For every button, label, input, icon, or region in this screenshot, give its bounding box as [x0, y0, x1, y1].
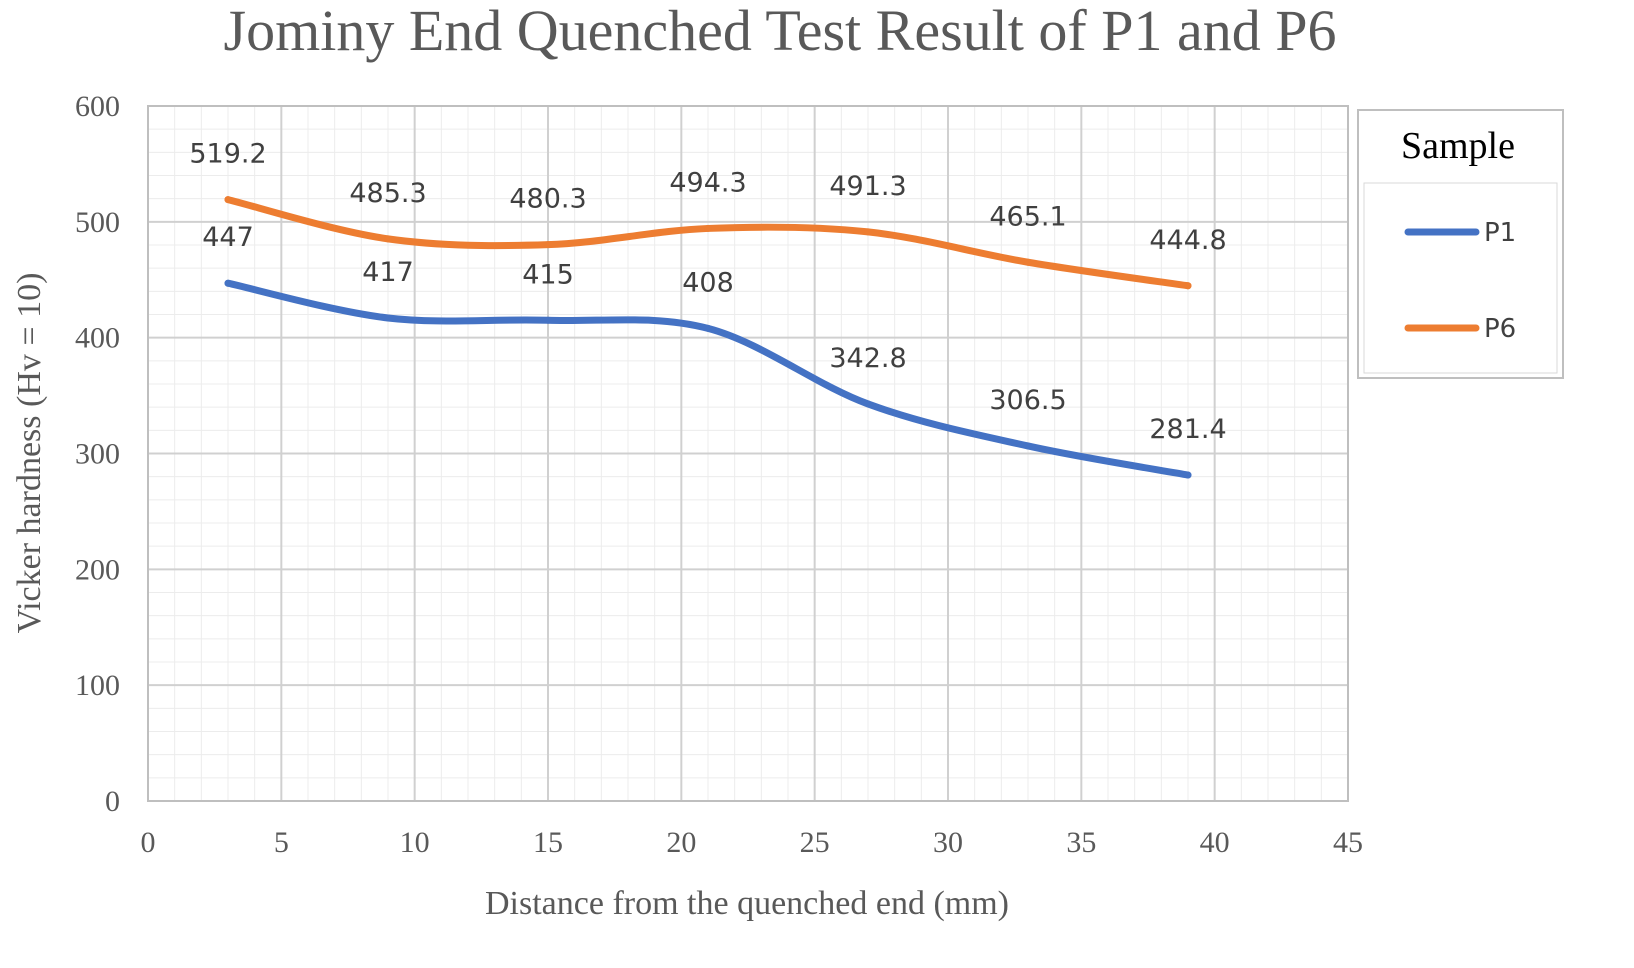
data-point-p6	[704, 224, 712, 232]
chart-title: Jominy End Quenched Test Result of P1 an…	[224, 0, 1337, 63]
data-labels: 447 417 415 408 342.8 306.5 281.4 519.2 485.3 480…	[189, 139, 1226, 445]
x-tick-label: 0	[141, 826, 156, 859]
data-label-p6: 519.2	[189, 139, 266, 170]
y-tick-label: 600	[75, 90, 120, 123]
data-label-p1: 281.4	[1149, 414, 1226, 445]
data-point-p6	[384, 235, 392, 243]
x-tick-label: 40	[1200, 826, 1230, 859]
y-tick-label: 300	[75, 438, 120, 471]
x-tick-label: 10	[400, 826, 430, 859]
x-tick-label: 5	[274, 826, 289, 859]
data-point-p6	[1024, 258, 1032, 266]
data-label-p1: 415	[522, 259, 574, 290]
data-label-p1: 306.5	[989, 385, 1066, 416]
data-point-p6	[224, 196, 232, 204]
y-tick-label: 200	[75, 553, 120, 586]
x-axis-title: Distance from the quenched end (mm)	[485, 885, 1009, 922]
data-label-p6: 491.3	[829, 171, 906, 202]
data-point-p1	[1184, 471, 1192, 479]
plot-area-frame	[147, 105, 1349, 802]
data-label-p1: 447	[202, 222, 254, 253]
data-label-p6: 494.3	[669, 167, 746, 198]
data-point-p6	[864, 228, 872, 236]
legend-label-p1: P1	[1484, 218, 1516, 248]
data-label-p6: 444.8	[1149, 225, 1226, 256]
data-point-p1	[704, 324, 712, 332]
y-axis-title: Vicker hardness (Hv = 10)	[11, 273, 48, 634]
y-tick-label: 0	[105, 785, 120, 818]
x-tick-label: 45	[1333, 826, 1363, 859]
x-tick-label: 30	[933, 826, 963, 859]
y-tick-label: 400	[75, 322, 120, 355]
data-label-p1: 342.8	[829, 343, 906, 374]
legend-inner-box	[1363, 182, 1558, 374]
data-point-p6	[544, 241, 552, 249]
data-label-p1: 417	[362, 257, 414, 288]
data-label-p1: 408	[682, 267, 734, 298]
legend-title: Sample	[1401, 125, 1515, 167]
data-point-p1	[544, 316, 552, 324]
data-point-p1	[864, 400, 872, 408]
x-axis-tick-labels: 0 5 10 15 20 25 30 35 40 45	[141, 826, 1364, 859]
major-gridlines	[147, 105, 1349, 802]
series-lines	[224, 196, 1192, 479]
data-point-p1	[224, 279, 232, 287]
legend-label-p6: P6	[1484, 314, 1516, 344]
data-label-p6: 465.1	[989, 201, 1066, 232]
data-point-p6	[1184, 282, 1192, 290]
data-label-p6: 480.3	[509, 184, 586, 215]
y-tick-label: 500	[75, 206, 120, 239]
data-point-p1	[384, 314, 392, 322]
x-tick-label: 35	[1066, 826, 1096, 859]
x-tick-label: 15	[533, 826, 563, 859]
legend-box	[1357, 109, 1564, 379]
y-axis-tick-labels: 0 100 200 300 400 500 600	[75, 90, 120, 818]
x-tick-label: 25	[800, 826, 830, 859]
legend: Sample P1 P6	[1357, 109, 1564, 379]
data-point-p1	[1024, 442, 1032, 450]
data-label-p6: 485.3	[349, 178, 426, 209]
x-tick-label: 20	[666, 826, 696, 859]
y-tick-label: 100	[75, 669, 120, 702]
legend-items: P1 P6	[1404, 218, 1516, 344]
